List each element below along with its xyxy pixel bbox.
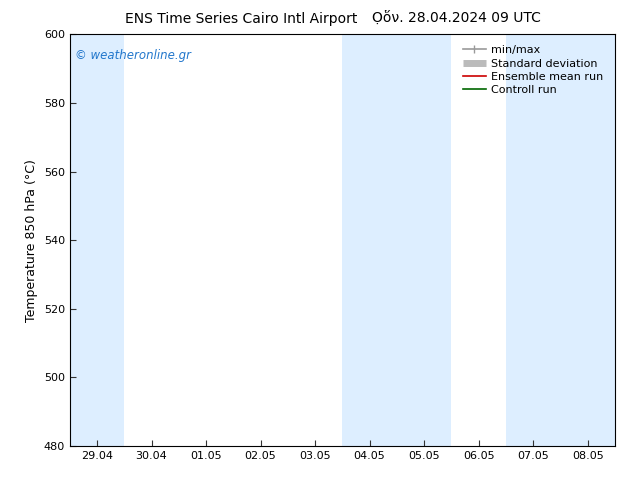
Legend: min/max, Standard deviation, Ensemble mean run, Controll run: min/max, Standard deviation, Ensemble me… — [460, 42, 607, 98]
Bar — [70, 34, 124, 446]
Text: ENS Time Series Cairo Intl Airport: ENS Time Series Cairo Intl Airport — [125, 12, 357, 26]
Text: Ọὅν. 28.04.2024 09 UTC: Ọὅν. 28.04.2024 09 UTC — [372, 12, 541, 26]
Bar — [342, 34, 451, 446]
Y-axis label: Temperature 850 hPa (°C): Temperature 850 hPa (°C) — [25, 159, 38, 321]
Text: © weatheronline.gr: © weatheronline.gr — [75, 49, 191, 62]
Bar — [506, 34, 615, 446]
